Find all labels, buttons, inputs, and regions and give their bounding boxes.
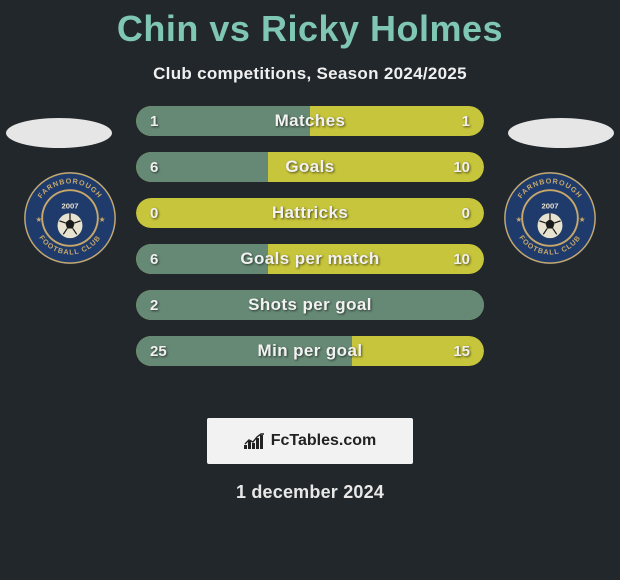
club-badge-left: 2007 FARNBOROUGH FOOTBALL CLUB ★ ★ [22,170,118,266]
stat-value-right: 15 [453,336,470,366]
fctables-label: FcTables.com [271,432,377,450]
stat-value-right: 10 [453,152,470,182]
stat-row: Goals6 10 [136,152,484,182]
svg-text:2007: 2007 [61,201,78,210]
fctables-icon [244,433,266,449]
stat-row: Hattricks0 0 [136,198,484,228]
stat-bars: Matches11Goals610Hattricks00Goals per ma… [136,106,484,382]
stat-row: Goals per match6 10 [136,244,484,274]
stat-value-left: 2 [150,290,158,320]
stat-value-right: 1 [462,106,470,136]
stat-label: Min per goal [136,336,484,366]
subtitle: Club competitions, Season 2024/2025 [0,64,620,84]
stat-value-left: 25 [150,336,167,366]
stat-label: Goals [136,152,484,182]
date-label: 1 december 2024 [0,482,620,503]
stat-label: Shots per goal [136,290,484,320]
stat-row: Shots per goal2 [136,290,484,320]
comparison-card: Chin vs Ricky Holmes Club competitions, … [0,0,620,580]
main-area: 2007 FARNBOROUGH FOOTBALL CLUB ★ ★ 2007 [0,106,620,406]
svg-text:★: ★ [99,215,106,224]
player-ellipse-left [6,118,112,148]
svg-text:★: ★ [515,215,522,224]
svg-text:★: ★ [579,215,586,224]
stat-value-right: 10 [453,244,470,274]
svg-text:2007: 2007 [541,201,558,210]
stat-value-left: 0 [150,198,158,228]
page-title: Chin vs Ricky Holmes [0,0,620,50]
club-badge-right: 2007 FARNBOROUGH FOOTBALL CLUB ★ ★ [502,170,598,266]
stat-value-right: 0 [462,198,470,228]
stat-label: Matches [136,106,484,136]
stat-row: Matches1 1 [136,106,484,136]
fctables-link[interactable]: FcTables.com [207,418,413,464]
stat-value-left: 1 [150,106,158,136]
svg-text:★: ★ [35,215,42,224]
player-ellipse-right [508,118,614,148]
stat-label: Hattricks [136,198,484,228]
stat-label: Goals per match [136,244,484,274]
stat-value-left: 6 [150,152,158,182]
stat-value-left: 6 [150,244,158,274]
stat-row: Min per goal25 15 [136,336,484,366]
